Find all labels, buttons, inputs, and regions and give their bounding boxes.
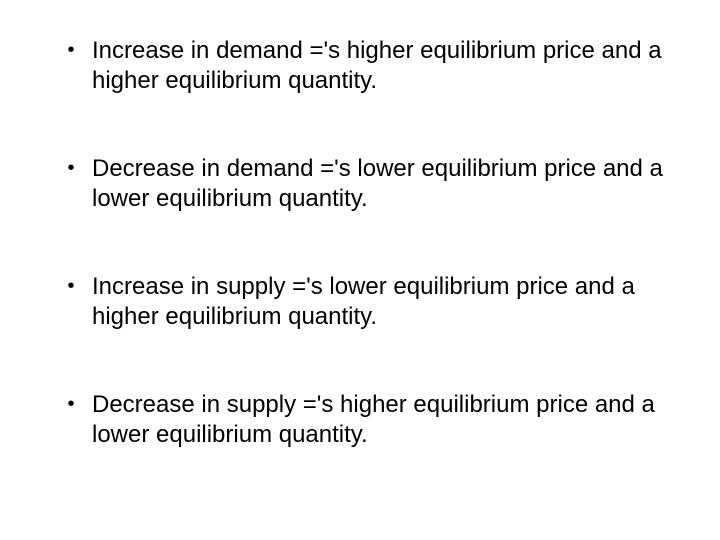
list-item: • Increase in supply ='s lower equilibri… [50, 272, 670, 332]
slide-content: • Increase in demand ='s higher equilibr… [50, 36, 670, 504]
bullet-marker-icon: • [50, 154, 92, 181]
list-item: • Decrease in demand ='s lower equilibri… [50, 154, 670, 214]
bullet-text: Decrease in demand ='s lower equilibrium… [92, 154, 670, 214]
list-item: • Increase in demand ='s higher equilibr… [50, 36, 670, 96]
bullet-list: • Increase in demand ='s higher equilibr… [50, 36, 670, 450]
bullet-text: Increase in supply ='s lower equilibrium… [92, 272, 670, 332]
bullet-marker-icon: • [50, 390, 92, 417]
bullet-text: Increase in demand ='s higher equilibriu… [92, 36, 670, 96]
bullet-marker-icon: • [50, 36, 92, 63]
list-item: • Decrease in supply ='s higher equilibr… [50, 390, 670, 450]
bullet-marker-icon: • [50, 272, 92, 299]
bullet-text: Decrease in supply ='s higher equilibriu… [92, 390, 670, 450]
